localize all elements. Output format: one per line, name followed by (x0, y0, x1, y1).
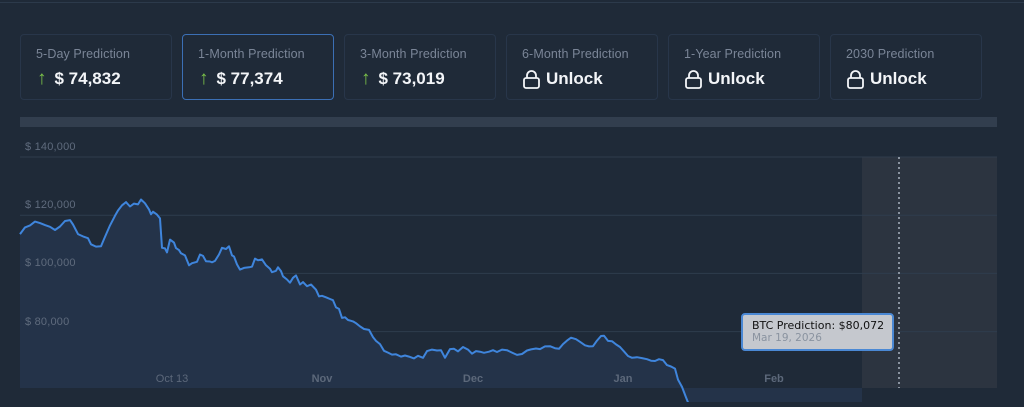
price-line (19, 198, 692, 407)
lock-icon (847, 70, 864, 89)
chart-canvas[interactable] (0, 127, 1024, 407)
arrow-up-icon: ↑ (199, 68, 209, 89)
arrow-up-icon: ↑ (37, 68, 47, 89)
card-1-month-prediction[interactable]: 1-Month Prediction ↑ $ 77,374 (182, 34, 334, 100)
x-axis-label: Feb (764, 373, 784, 385)
card-label: 5-Day Prediction (36, 47, 131, 61)
card-value-row: ↑ $ 74,832 (36, 68, 157, 90)
arrow-up-icon: ↑ (361, 68, 371, 89)
y-axis-label: $ 120,000 (25, 199, 76, 211)
x-axis-label: Oct 13 (155, 373, 189, 385)
card-label: 1-Month Prediction (198, 47, 305, 61)
card-value: $ 74,832 (54, 69, 121, 88)
card-value: $ 73,019 (378, 69, 445, 88)
chart-navigator-bar[interactable] (20, 117, 997, 127)
card-label: 1-Year Prediction (684, 47, 782, 61)
card-6-month-prediction[interactable]: 6-Month Prediction Unlock (506, 34, 658, 100)
unlock-link[interactable]: Unlock (546, 69, 603, 88)
x-axis-label: Nov (311, 373, 333, 385)
y-axis-label: $ 100,000 (25, 257, 76, 269)
card-value-row: Unlock (846, 68, 967, 90)
card-1-year-prediction[interactable]: 1-Year Prediction Unlock (668, 34, 820, 100)
y-axis-label: $ 80,000 (25, 316, 70, 328)
tooltip-date: Mar 19, 2026 (752, 332, 822, 344)
card-value-row: ↑ $ 77,374 (198, 68, 319, 90)
card-value-row: Unlock (684, 68, 805, 90)
lock-icon (523, 70, 540, 89)
x-axis-label: Jan (613, 373, 633, 385)
forecast-region (862, 157, 997, 388)
lock-icon (685, 70, 702, 89)
tooltip-title: BTC Prediction: $80,072 (752, 319, 885, 332)
card-label: 3-Month Prediction (360, 47, 467, 61)
card-value-row: Unlock (522, 68, 643, 90)
unlock-link[interactable]: Unlock (870, 69, 927, 88)
price-chart[interactable]: $ 140,000 $ 120,000 $ 100,000 $ 80,000 O… (0, 127, 1024, 407)
price-area-fill (20, 199, 862, 407)
card-3-month-prediction[interactable]: 3-Month Prediction ↑ $ 73,019 (344, 34, 496, 100)
x-axis-label: Dec (462, 373, 484, 385)
prediction-cards: 5-Day Prediction ↑ $ 74,832 1-Month Pred… (20, 34, 982, 100)
card-label: 2030 Prediction (846, 47, 935, 61)
card-label: 6-Month Prediction (522, 47, 629, 61)
card-value-row: ↑ $ 73,019 (360, 68, 481, 90)
prediction-tooltip: BTC Prediction: $80,072 Mar 19, 2026 (741, 313, 894, 351)
y-axis-label: $ 140,000 (25, 141, 76, 153)
card-5-day-prediction[interactable]: 5-Day Prediction ↑ $ 74,832 (20, 34, 172, 100)
top-divider (0, 2, 1024, 3)
card-value: $ 77,374 (216, 69, 283, 88)
card-2030-prediction[interactable]: 2030 Prediction Unlock (830, 34, 982, 100)
unlock-link[interactable]: Unlock (708, 69, 765, 88)
